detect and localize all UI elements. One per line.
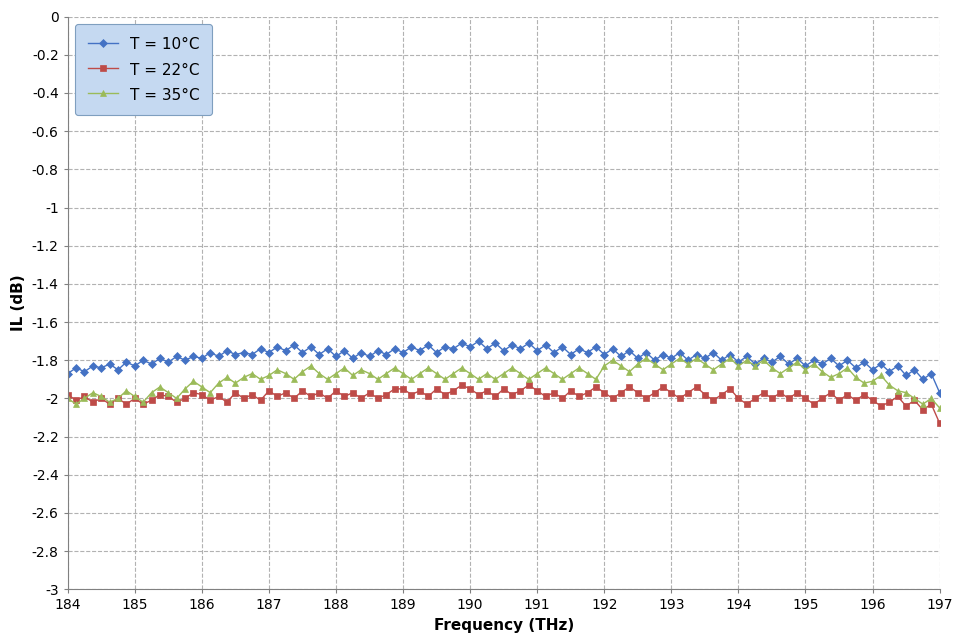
T = 22°C [62,391,73,399]
T = 10°C [699,354,710,362]
T = 22°C [925,401,937,408]
T = 10°C [440,343,451,351]
T = 10°C [925,370,937,377]
Line: T = 10°C: T = 10°C [65,338,943,395]
T = 35°C [925,395,937,402]
Line: T = 35°C: T = 35°C [65,355,943,411]
T = 10°C [179,356,191,364]
T = 35°C [640,354,652,362]
T = 35°C [62,395,73,402]
Y-axis label: IL (dB): IL (dB) [12,274,26,331]
T = 22°C [934,419,946,427]
T = 35°C [179,385,191,393]
T = 35°C [699,360,710,368]
T = 10°C [934,389,946,397]
T = 35°C [70,401,82,408]
T = 10°C [472,337,484,345]
T = 35°C [440,375,451,383]
T = 22°C [708,397,719,404]
T = 22°C [70,397,82,404]
T = 35°C [934,404,946,412]
T = 10°C [70,364,82,372]
Legend: T = 10°C, T = 22°C, T = 35°C: T = 10°C, T = 22°C, T = 35°C [75,24,212,115]
T = 22°C [699,391,710,399]
T = 35°C [708,366,719,374]
X-axis label: Frequency (THz): Frequency (THz) [434,618,574,633]
T = 22°C [179,395,191,402]
T = 10°C [708,349,719,357]
T = 22°C [440,391,451,399]
T = 10°C [62,370,73,377]
Line: T = 22°C: T = 22°C [65,383,943,426]
T = 22°C [456,381,468,389]
